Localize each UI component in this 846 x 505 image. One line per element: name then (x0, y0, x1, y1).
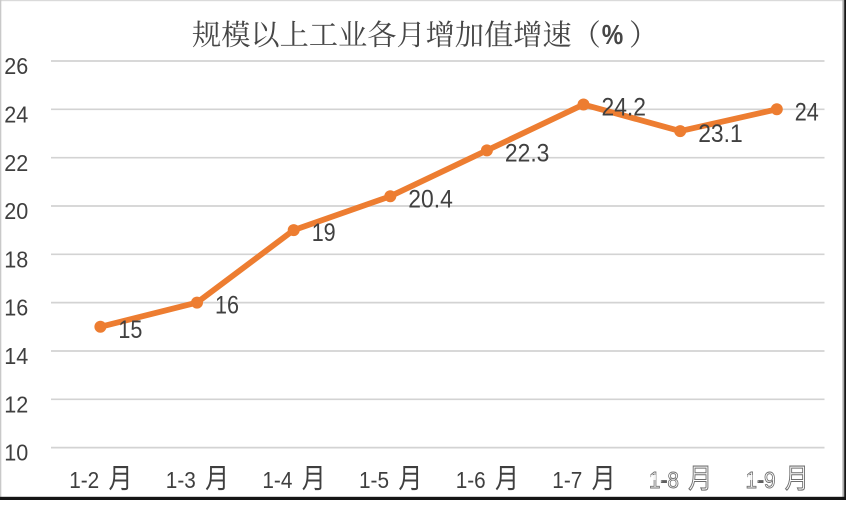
svg-text:10: 10 (4, 440, 28, 466)
svg-text:1-4: 1-4 (262, 467, 292, 493)
svg-text:23.1: 23.1 (698, 120, 743, 148)
svg-text:20.4: 20.4 (408, 185, 453, 213)
svg-text:19: 19 (312, 219, 336, 247)
svg-text:16: 16 (215, 292, 239, 320)
svg-text:24: 24 (795, 98, 819, 126)
svg-text:16: 16 (4, 295, 28, 321)
svg-text:12: 12 (4, 391, 28, 417)
svg-text:24: 24 (4, 101, 28, 127)
svg-text:1-7: 1-7 (552, 467, 582, 493)
svg-text:1-2: 1-2 (69, 467, 99, 493)
svg-text:22: 22 (4, 150, 28, 176)
svg-text:15: 15 (118, 316, 142, 344)
svg-text:26: 26 (4, 53, 28, 79)
svg-text:20: 20 (4, 198, 28, 224)
svg-text:%: % (602, 19, 624, 50)
svg-text:24.2: 24.2 (602, 94, 647, 122)
svg-text:1-5: 1-5 (359, 467, 389, 493)
svg-text:1-6: 1-6 (456, 467, 486, 493)
svg-text:22.3: 22.3 (505, 139, 550, 167)
svg-text:18: 18 (4, 246, 28, 272)
svg-text:1-3: 1-3 (166, 467, 196, 493)
svg-text:14: 14 (4, 343, 28, 369)
